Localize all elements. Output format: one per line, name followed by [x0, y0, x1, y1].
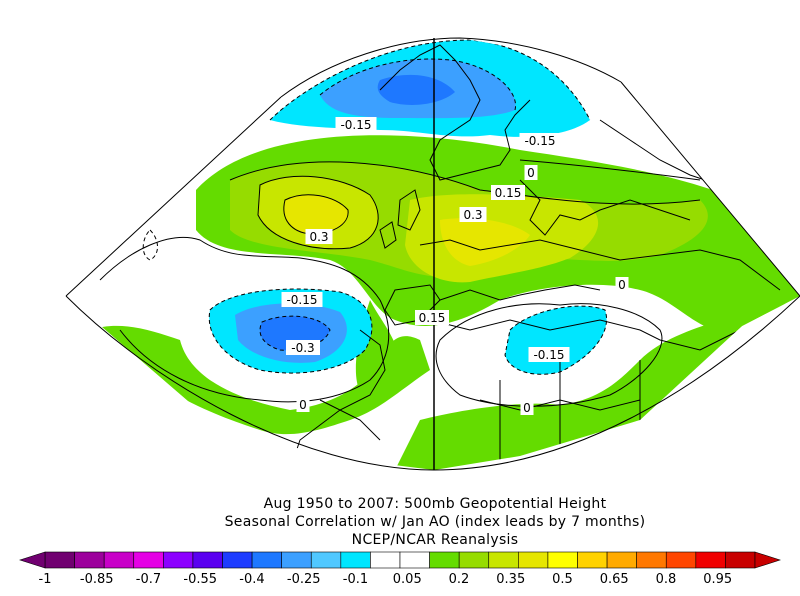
contour-label: 0	[299, 398, 307, 412]
caption-line-2: Seasonal Correlation w/ Jan AO (index le…	[224, 514, 646, 530]
colorbar-tick-label: 0.05	[393, 572, 422, 587]
colorbar-tick-label: -0.85	[80, 572, 114, 587]
colorbar-box	[340, 551, 371, 569]
colorbar-box	[518, 551, 549, 569]
colorbar-tick-label: -0.4	[239, 572, 264, 587]
contour-label-bg	[296, 397, 310, 412]
colorbar-box	[458, 551, 490, 569]
contour-label-bg	[335, 117, 377, 132]
contour-label: 0.15	[419, 311, 446, 325]
contour-label-bg	[519, 133, 561, 148]
contour-label-bg	[491, 185, 525, 200]
contour-label-bg	[415, 310, 449, 325]
colorbar-tick-label: 0.35	[496, 572, 525, 587]
colorbar-box	[163, 551, 194, 569]
colorbar-tick-label: 0.8	[656, 572, 677, 587]
colorbar-tick-label: -0.25	[287, 572, 321, 587]
colorbar-tick-label: -1	[39, 572, 52, 587]
colorbar-box	[725, 551, 756, 569]
contour-label-bg	[520, 400, 534, 415]
contour-label-bg	[459, 207, 487, 222]
colorbar-boxes	[19, 551, 781, 569]
contour-label-bg	[281, 292, 323, 307]
contour-label: 0.3	[463, 208, 482, 222]
colorbar-box	[665, 551, 697, 569]
colorbar-tick-label: 0.2	[449, 572, 470, 587]
caption-line-1: Aug 1950 to 2007: 500mb Geopotential Hei…	[263, 496, 607, 512]
contour-label-bg	[524, 165, 538, 180]
colorbar-box	[222, 551, 253, 569]
map-fill	[90, 40, 800, 470]
colorbar-arrow-left	[19, 551, 46, 569]
contour-label: -0.15	[286, 293, 317, 307]
colorbar-box	[281, 551, 312, 569]
colorbar-box	[429, 551, 460, 569]
colorbar-box	[399, 551, 430, 569]
colorbar-tick-label: -0.55	[183, 572, 217, 587]
correlation-map: -0.15 -0.15 0 0.15 0.3 0.3 -0.15 -0.3 0.15 -0.15 0…	[65, 37, 800, 471]
caption-line-3: NCEP/NCAR Reanalysis	[351, 532, 519, 548]
colorbar-arrow-right	[754, 551, 781, 569]
contour-label: 0.3	[309, 230, 328, 244]
colorbar-box	[103, 551, 135, 569]
colorbar-box	[488, 551, 519, 569]
colorbar-box	[577, 551, 608, 569]
colorbar-box	[370, 551, 401, 569]
colorbar-tick-label: -0.7	[136, 572, 161, 587]
colorbar-box	[310, 551, 342, 569]
contour-lines	[99, 39, 701, 407]
colorbar-box	[695, 551, 726, 569]
contour-label: -0.15	[340, 118, 371, 132]
contour-label-bg	[615, 277, 629, 292]
map-frame-top	[280, 37, 622, 98]
colorbar-box	[636, 551, 667, 569]
contour-label: -0.15	[533, 348, 564, 362]
contour-label-bg	[286, 340, 320, 355]
map-frame	[65, 81, 800, 297]
colorbar-tick-label: 0.5	[552, 572, 573, 587]
colorbar-box	[251, 551, 282, 569]
contour-label: -0.15	[524, 134, 555, 148]
colorbar-tick-label: 0.65	[600, 572, 629, 587]
colorbar-box	[547, 551, 578, 569]
map-frame-bottom	[65, 295, 800, 471]
colorbar-box	[133, 551, 164, 569]
colorbar-tick-label: 0.95	[703, 572, 732, 587]
contour-label: -0.3	[291, 341, 314, 355]
colorbar-tick-label: -0.1	[343, 572, 368, 587]
contour-label-bg	[305, 229, 333, 244]
coastlines	[289, 44, 781, 470]
colorbar-box	[192, 551, 223, 569]
contour-label: 0	[527, 166, 535, 180]
colorbar-box	[606, 551, 637, 569]
contour-label: 0	[523, 401, 531, 415]
colorbar-ticks: -1 -0.85 -0.7 -0.55 -0.4 -0.25 -0.1 0.05 0.2 0.35…	[39, 572, 733, 587]
colorbar-box	[44, 551, 75, 569]
contour-label-bg	[528, 347, 570, 362]
contour-labels: -0.15 -0.15 0 0.15 0.3 0.3 -0.15 -0.3 0.15 -0.15 0…	[281, 117, 629, 415]
contour-label: 0	[618, 278, 626, 292]
colorbar-box	[74, 551, 105, 569]
contour-label: 0.15	[495, 186, 522, 200]
